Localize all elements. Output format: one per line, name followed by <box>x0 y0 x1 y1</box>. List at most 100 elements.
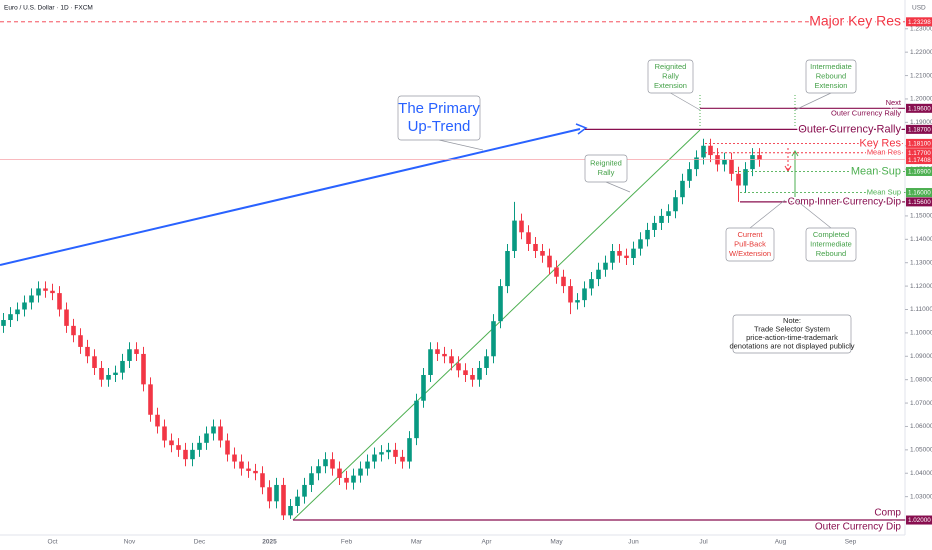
candle-body <box>393 449 398 457</box>
level-label: Mean Res <box>867 148 901 157</box>
candle-body <box>547 255 552 268</box>
candle-body <box>267 487 272 502</box>
y-tick-label: 1.12000 <box>910 283 932 290</box>
callout-box <box>805 227 857 262</box>
callout-text: Pull-Back <box>734 239 766 248</box>
callout-text: W/Extension <box>729 249 771 258</box>
callout-text: Up-Trend <box>408 118 471 135</box>
currency: USD <box>912 5 926 12</box>
candle-body <box>449 356 454 364</box>
candle-body <box>386 449 391 453</box>
callout-text: Rally <box>662 71 679 80</box>
level-label: Major Key Res <box>809 13 901 29</box>
callout-text: Intermediate <box>810 239 852 248</box>
candle-body <box>225 440 230 455</box>
candle-body <box>323 459 328 467</box>
x-tick-label: Apr <box>481 539 492 546</box>
x-tick-label: Mar <box>411 539 423 546</box>
candle-body <box>652 222 657 230</box>
candle-body <box>582 288 587 301</box>
candle-body <box>1 320 6 326</box>
candle-body <box>330 459 335 469</box>
candle-body <box>624 255 629 259</box>
candle-body <box>309 473 314 485</box>
candle-body <box>554 267 559 277</box>
candle-body <box>15 309 20 315</box>
callout-pointer <box>670 92 701 111</box>
candle-body <box>344 477 349 483</box>
candle-body <box>631 248 636 259</box>
y-tick-label: 1.05000 <box>910 447 932 454</box>
candle-body <box>232 454 237 462</box>
y-tick-label: 1.11000 <box>910 306 932 313</box>
candle-body <box>99 367 104 380</box>
candle-body <box>365 461 370 469</box>
x-tick-label: Dec <box>194 539 206 546</box>
candle-body <box>281 484 286 516</box>
candle-body <box>162 426 167 441</box>
candle-body <box>722 159 727 165</box>
level-label: Outer Currency Rally <box>798 123 901 135</box>
candle-body <box>106 374 111 380</box>
callout-text: Rebound <box>816 249 846 258</box>
candle-body <box>484 356 489 368</box>
candle-body <box>561 276 566 287</box>
candle-body <box>29 295 34 303</box>
candle-body <box>113 372 118 375</box>
price-tag <box>906 188 932 198</box>
candle-body <box>638 239 643 249</box>
price-tag <box>906 124 932 134</box>
y-tick-label: 1.14000 <box>910 236 932 243</box>
candle-body <box>757 155 762 160</box>
y-tick-label: 1.06000 <box>910 423 932 430</box>
y-tick-label: 1.09000 <box>910 353 932 360</box>
price-tag-label: 1.16000 <box>908 190 931 197</box>
candle-body <box>673 197 678 212</box>
level-label: Mean Sup <box>851 165 901 177</box>
candle-body <box>687 169 692 181</box>
price-tag-label: 1.19600 <box>908 105 931 112</box>
primary-trend-line <box>0 128 581 266</box>
price-tag-label: 1.18700 <box>908 127 931 134</box>
candle-body <box>288 505 293 516</box>
price-tag <box>906 155 932 165</box>
candle-body <box>470 374 475 380</box>
x-tick-label: 2025 <box>262 539 277 546</box>
y-tick-label: 1.10000 <box>910 330 932 337</box>
candle-body <box>127 349 132 361</box>
candle-body <box>36 288 41 296</box>
x-tick-label: Aug <box>775 539 787 546</box>
candle-body <box>302 484 307 497</box>
candle-body <box>120 360 125 373</box>
candle-body <box>211 426 216 434</box>
price-axis <box>905 0 932 550</box>
price-tag-label: 1.23298 <box>908 19 931 26</box>
candle-body <box>169 440 174 446</box>
candle-body <box>43 288 48 291</box>
arrow-head <box>791 150 799 157</box>
candle-body <box>183 449 188 460</box>
arrow-head <box>575 123 588 135</box>
candle-body <box>596 269 601 280</box>
candle-body <box>190 449 195 460</box>
level-label: Key Res <box>859 137 901 149</box>
candle-body <box>428 349 433 375</box>
callout-box <box>647 59 694 94</box>
candle-body <box>50 290 55 294</box>
candle-body <box>155 414 160 427</box>
callout-box <box>397 95 481 141</box>
price-tag <box>906 138 932 148</box>
candle-body <box>71 325 76 336</box>
callout-text: Completed <box>813 230 849 239</box>
candle-body <box>477 367 482 380</box>
candle-body <box>64 309 69 326</box>
candle-body <box>463 370 468 375</box>
callout-box <box>732 314 852 354</box>
y-tick-label: 1.19000 <box>910 119 932 126</box>
candle-body <box>498 286 503 322</box>
y-tick-label: 1.03000 <box>910 493 932 500</box>
candle-body <box>400 456 405 462</box>
price-tag-label: 1.15600 <box>908 199 931 206</box>
candle-body <box>414 400 419 439</box>
candle-body <box>246 468 251 471</box>
